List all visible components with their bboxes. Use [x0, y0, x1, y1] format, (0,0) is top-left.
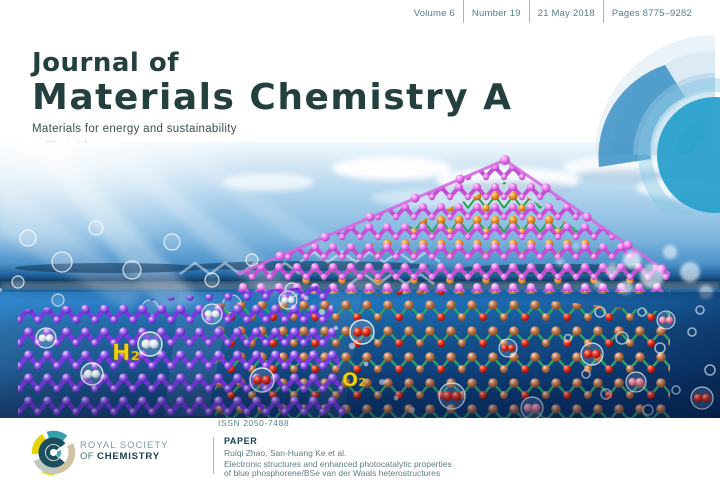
meta-separator — [528, 0, 530, 23]
article-info: PAPER Ruiqi Zhao, San-Huang Ke et al. El… — [224, 436, 554, 478]
meta-separator — [462, 0, 464, 23]
issue-pages: Pages 8775–9282 — [611, 8, 692, 19]
journal-subtitle: Materials for energy and sustainability — [32, 123, 237, 135]
masthead: Journal of Materials Chemistry A Materia… — [32, 48, 513, 149]
journal-title-line2: Materials Chemistry A — [32, 77, 513, 118]
meta-separator — [602, 0, 604, 23]
rsc-logo-icon — [30, 429, 77, 476]
publisher-line2-prefix: OF — [80, 450, 98, 462]
article-title-line1: Electronic structures and enhanced photo… — [224, 459, 452, 469]
issue-number: Number 19 — [471, 8, 521, 19]
waterline-foam — [0, 282, 720, 289]
issn-text: ISSN 2050-7488 — [218, 418, 290, 428]
issue-volume: Volume 6 — [413, 8, 455, 19]
article-type-label: PAPER — [224, 436, 258, 446]
cover-photo: H₂ O₂ — [0, 142, 720, 418]
article-title-line2: of blue phosphorene/BSe van der Waals he… — [224, 468, 441, 478]
publisher-line1: ROYAL SOCIETY — [80, 440, 169, 451]
issue-info-bar: Volume 6 Number 19 21 May 2018 Pages 877… — [406, 0, 700, 23]
cover-illustration: H₂ O₂ — [0, 142, 720, 418]
issue-date: 21 May 2018 — [537, 8, 595, 19]
article-divider — [213, 437, 214, 474]
journal-title-line1: Journal of — [32, 48, 180, 78]
article-authors: Ruiqi Zhao, San-Huang Ke et al. — [224, 448, 347, 458]
publisher-line2-bold: CHEMISTRY — [97, 450, 160, 462]
o2-label: O₂ — [342, 369, 366, 391]
h2-label: H₂ — [112, 341, 140, 366]
article-title: Electronic structures and enhanced photo… — [224, 460, 554, 478]
publisher-line2: OF CHEMISTRY — [80, 450, 169, 463]
publisher-name: ROYAL SOCIETY OF CHEMISTRY — [80, 440, 169, 463]
depth-fade — [0, 368, 720, 418]
